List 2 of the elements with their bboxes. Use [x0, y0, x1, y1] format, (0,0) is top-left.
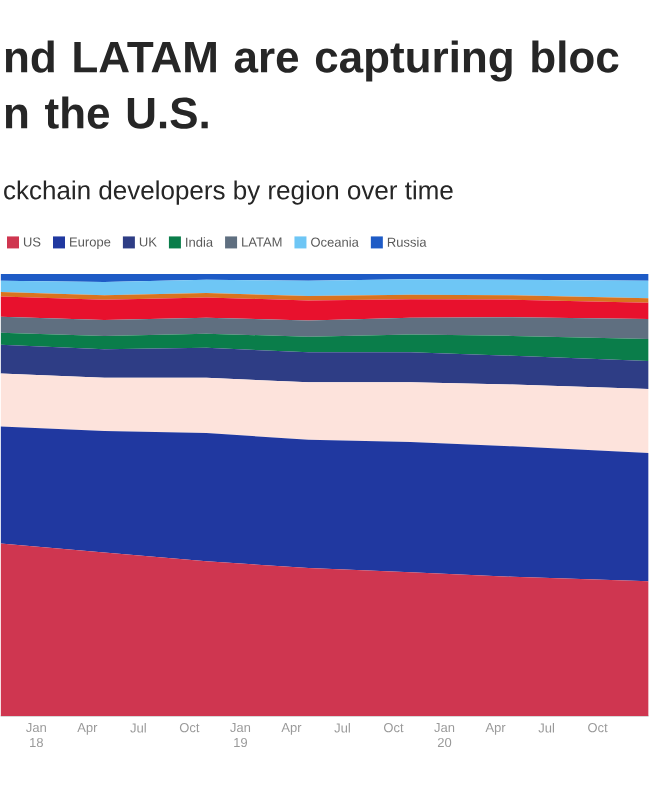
chart-subtitle: ckchain developers by region over time: [4, 180, 454, 205]
chart-title: nd LATAM are capturing bloc n the U.S.: [6, 40, 619, 129]
